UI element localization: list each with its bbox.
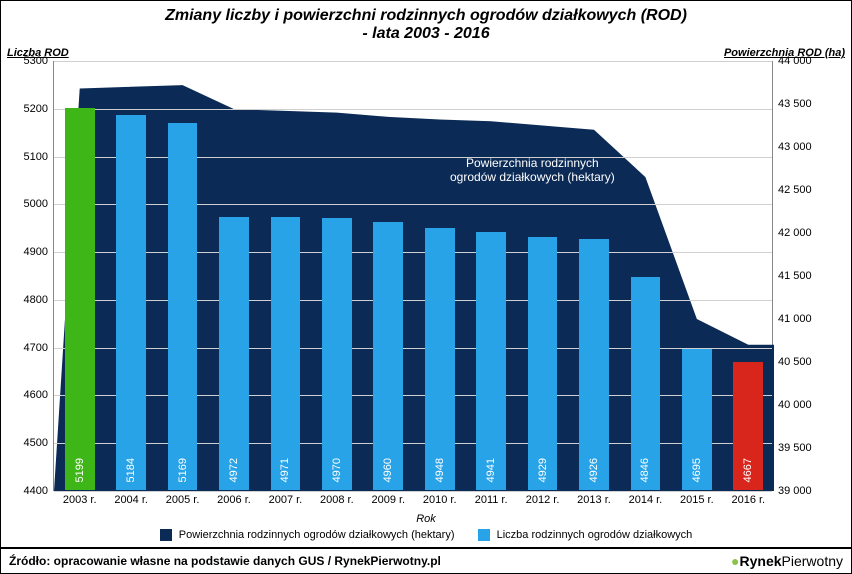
gridline xyxy=(54,395,772,396)
y-right-tick: 39 000 xyxy=(778,485,812,497)
bar: 4929 xyxy=(528,237,558,490)
y-right-tick: 44 000 xyxy=(778,55,812,67)
x-tick: 2015 r. xyxy=(680,494,714,506)
x-tick: 2014 r. xyxy=(629,494,663,506)
bar-value-label: 4970 xyxy=(331,458,343,482)
bar: 4667 xyxy=(733,362,763,490)
gridline xyxy=(54,491,772,492)
x-tick: 2004 r. xyxy=(114,494,148,506)
bar-value-label: 4846 xyxy=(639,458,651,482)
y-left-tick: 4500 xyxy=(24,437,48,449)
area-path xyxy=(54,85,774,491)
y-left-tick: 5200 xyxy=(24,103,48,115)
legend-swatch-bars xyxy=(478,529,490,541)
bar: 5199 xyxy=(65,108,95,490)
y-right-tick: 41 500 xyxy=(778,270,812,282)
x-tick: 2009 r. xyxy=(371,494,405,506)
area-annotation-l2: ogrodów działkowych (hektary) xyxy=(450,170,615,184)
plot-area: 4400450046004700480049005000510052005300… xyxy=(53,61,773,491)
y-right-tick: 41 000 xyxy=(778,313,812,325)
x-axis-title: Rok xyxy=(416,513,436,525)
y-right-tick: 42 000 xyxy=(778,227,812,239)
x-tick: 2016 r. xyxy=(731,494,765,506)
gridline xyxy=(54,300,772,301)
legend-item-bars: Liczba rodzinnych ogrodów działkowych xyxy=(478,529,693,541)
gridline xyxy=(54,61,772,62)
logo-text-a: Rynek xyxy=(740,553,782,569)
bar: 4941 xyxy=(476,232,506,490)
area-series xyxy=(54,61,774,491)
y-right-tick: 40 000 xyxy=(778,399,812,411)
bar: 4970 xyxy=(322,218,352,490)
legend: Powierzchnia rodzinnych ogrodów działkow… xyxy=(1,529,851,541)
y-left-tick: 4800 xyxy=(24,294,48,306)
x-tick: 2013 r. xyxy=(577,494,611,506)
bar: 4948 xyxy=(425,228,455,490)
bar: 4926 xyxy=(579,239,609,490)
bar: 4846 xyxy=(631,277,661,490)
bar: 4971 xyxy=(271,217,301,490)
y-left-tick: 4700 xyxy=(24,342,48,354)
area-annotation: Powierzchnia rodzinnychogrodów działkowy… xyxy=(450,156,615,184)
logo-text-b: Pierwotny xyxy=(782,553,843,569)
legend-swatch-area xyxy=(160,529,172,541)
x-tick: 2007 r. xyxy=(269,494,303,506)
y-right-tick: 43 500 xyxy=(778,98,812,110)
gridline xyxy=(54,109,772,110)
bar: 4695 xyxy=(682,349,712,490)
y-left-tick: 4400 xyxy=(24,485,48,497)
x-tick: 2010 r. xyxy=(423,494,457,506)
y-right-tick: 43 000 xyxy=(778,141,812,153)
y-right-tick: 42 500 xyxy=(778,184,812,196)
chart-container: Zmiany liczby i powierzchni rodzinnych o… xyxy=(0,0,852,574)
x-tick: 2003 r. xyxy=(63,494,97,506)
bar: 4972 xyxy=(219,217,249,490)
x-tick: 2005 r. xyxy=(166,494,200,506)
bar: 4960 xyxy=(373,222,403,490)
bar: 5169 xyxy=(168,123,198,490)
bar-value-label: 5184 xyxy=(125,458,137,482)
gridline xyxy=(54,348,772,349)
y-right-tick: 40 500 xyxy=(778,356,812,368)
x-tick: 2011 r. xyxy=(475,494,508,506)
gridline xyxy=(54,252,772,253)
y-right-tick: 39 500 xyxy=(778,442,812,454)
chart-title-line1: Zmiany liczby i powierzchni rodzinnych o… xyxy=(1,7,851,25)
bar-value-label: 4667 xyxy=(742,458,754,482)
bar-value-label: 4948 xyxy=(434,458,446,482)
bar-value-label: 5169 xyxy=(177,458,189,482)
y-left-tick: 5100 xyxy=(24,151,48,163)
bar-value-label: 4926 xyxy=(588,458,600,482)
bar: 5184 xyxy=(116,115,146,490)
chart-title-line2: - lata 2003 - 2016 xyxy=(1,25,851,43)
bar-value-label: 4695 xyxy=(691,458,703,482)
legend-label-bars: Liczba rodzinnych ogrodów działkowych xyxy=(497,529,693,541)
x-tick: 2008 r. xyxy=(320,494,354,506)
y-left-tick: 5000 xyxy=(24,198,48,210)
bar-value-label: 4929 xyxy=(537,458,549,482)
footer-source: Źródło: opracowanie własne na podstawie … xyxy=(9,554,441,568)
x-tick: 2012 r. xyxy=(526,494,560,506)
area-annotation-l1: Powierzchnia rodzinnych xyxy=(450,156,615,170)
y-left-tick: 4600 xyxy=(24,389,48,401)
footer: Źródło: opracowanie własne na podstawie … xyxy=(1,547,851,573)
logo-dot-icon: ● xyxy=(731,553,739,569)
x-tick: 2006 r. xyxy=(217,494,251,506)
footer-logo: ●RynekPierwotny xyxy=(731,553,843,569)
gridline xyxy=(54,157,772,158)
gridline xyxy=(54,443,772,444)
y-left-tick: 4900 xyxy=(24,246,48,258)
gridline xyxy=(54,204,772,205)
bar-value-label: 4971 xyxy=(279,458,291,482)
bar-value-label: 4972 xyxy=(228,458,240,482)
legend-label-area: Powierzchnia rodzinnych ogrodów działkow… xyxy=(179,529,455,541)
bar-value-label: 4941 xyxy=(485,458,497,482)
legend-item-area: Powierzchnia rodzinnych ogrodów działkow… xyxy=(160,529,455,541)
bar-value-label: 4960 xyxy=(382,458,394,482)
bar-value-label: 5199 xyxy=(74,458,86,482)
y-left-tick: 5300 xyxy=(24,55,48,67)
